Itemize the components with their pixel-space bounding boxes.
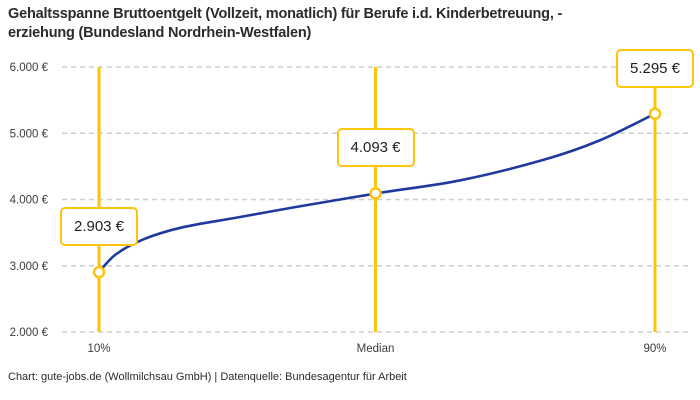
x-axis-tick-label: 10% bbox=[87, 343, 110, 355]
x-axis-tick-label: Median bbox=[357, 343, 395, 355]
data-point-marker bbox=[369, 187, 382, 200]
y-axis-tick-label: 4.000 € bbox=[10, 195, 49, 207]
value-label-90th-percentile: 5.295 € bbox=[615, 48, 695, 88]
y-axis-tick-label: 3.000 € bbox=[10, 261, 49, 273]
value-label-10th-percentile: 2.903 € bbox=[59, 207, 139, 247]
salary-curve bbox=[97, 112, 657, 274]
data-point-marker bbox=[92, 265, 106, 279]
value-label-median: 4.093 € bbox=[336, 128, 415, 168]
y-axis-tick-label: 2.000 € bbox=[10, 327, 49, 339]
chart-title: Gehaltsspanne Bruttoentgelt (Vollzeit, m… bbox=[8, 6, 563, 41]
x-axis-tick-label: 90% bbox=[643, 343, 666, 355]
chart-credit: Chart: gute-jobs.de (Wollmilchsau GmbH) … bbox=[8, 371, 407, 383]
data-point-marker bbox=[648, 107, 662, 120]
y-axis-tick-label: 5.000 € bbox=[10, 128, 49, 140]
y-axis-tick-label: 6.000 € bbox=[10, 62, 49, 74]
